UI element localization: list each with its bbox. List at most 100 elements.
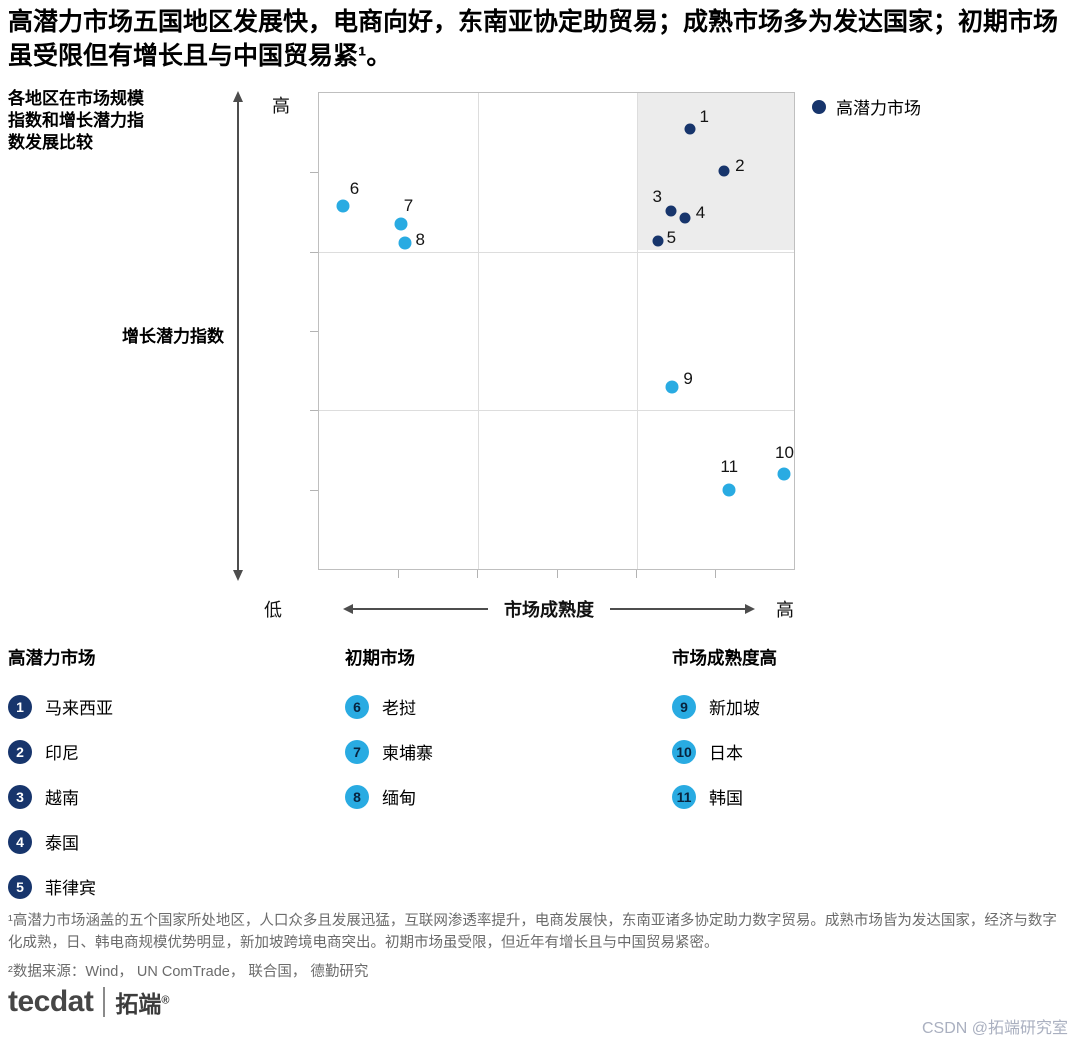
scatter-point-8 bbox=[398, 236, 411, 250]
legend-column-header: 市场成熟度高 bbox=[672, 648, 777, 668]
y-axis-tick bbox=[310, 251, 318, 253]
legend-item: 6 老挝 bbox=[345, 684, 433, 729]
scatter-point-4 bbox=[679, 212, 691, 224]
plot-area: 1 2 3 4 5 6 7 8 9 10 11 bbox=[310, 92, 795, 578]
legend-item-label: 缅甸 bbox=[382, 789, 416, 808]
legend-number-badge: 5 bbox=[8, 874, 32, 899]
legend-item: 1 马来西亚 bbox=[8, 684, 113, 729]
y-axis-title: 增长潜力指数 bbox=[122, 327, 224, 346]
chart-legend: 高潜力市场 bbox=[812, 94, 921, 119]
scatter-point-11 bbox=[722, 483, 736, 496]
scatter-point-number: 7 bbox=[403, 196, 414, 216]
legend-item-label: 新加坡 bbox=[709, 699, 760, 718]
legend-column-early-markets: 初期市场 6 老挝 7 柬埔寨 8 缅甸 bbox=[345, 645, 433, 819]
legend-number-badge: 3 bbox=[8, 784, 32, 809]
y-axis-tick bbox=[310, 410, 318, 412]
x-axis-low-label: 低 bbox=[264, 600, 282, 620]
scatter-point-9 bbox=[665, 380, 679, 394]
tecdat-logo: tecdat 拓端® bbox=[8, 985, 169, 1019]
x-axis-line-right bbox=[610, 608, 745, 610]
legend-item: 9 新加坡 bbox=[672, 684, 777, 729]
y-axis-tick bbox=[310, 489, 318, 491]
registered-mark: ® bbox=[161, 994, 170, 1007]
arrow-left-icon bbox=[343, 604, 353, 614]
x-axis-tick bbox=[714, 570, 716, 578]
logo-cn-text: 拓端® bbox=[115, 991, 170, 1017]
legend-number-badge: 4 bbox=[8, 829, 32, 854]
arrow-right-icon bbox=[745, 604, 755, 614]
scatter-point-number: 3 bbox=[652, 186, 662, 206]
legend-number-badge: 6 bbox=[345, 694, 369, 719]
scatter-point-number: 6 bbox=[349, 179, 360, 199]
legend-column-high-potential: 高潜力市场 1 马来西亚 2 印尼 3 越南 4 泰国 5 菲律宾 bbox=[8, 645, 113, 909]
footnote-2: ²数据来源：Wind， UN ComTrade， 联合国， 德勤研究 bbox=[8, 963, 369, 980]
legend-number-badge: 2 bbox=[8, 739, 32, 764]
legend-item-label: 日本 bbox=[709, 744, 743, 763]
page-title: 高潜力市场五国地区发展快，电商向好，东南亚协定助贸易；成熟市场多为发达国家；初期… bbox=[8, 8, 1059, 70]
legend-item-label: 老挝 bbox=[382, 699, 416, 718]
y-axis-tick bbox=[310, 172, 318, 174]
scatter-point-number: 8 bbox=[415, 230, 425, 250]
gridline-horizontal-1 bbox=[319, 251, 794, 253]
legend-item: 10 日本 bbox=[672, 729, 777, 774]
x-axis-tick bbox=[477, 570, 479, 578]
legend-dot-icon bbox=[812, 99, 826, 114]
legend-item-label: 印尼 bbox=[45, 744, 79, 763]
x-axis: 市场成熟度 bbox=[343, 596, 755, 622]
legend-column-mature-markets: 市场成熟度高 9 新加坡 10 日本 11 韩国 bbox=[672, 645, 777, 819]
legend-item-label: 泰国 bbox=[45, 834, 79, 853]
y-axis-arrow bbox=[233, 91, 243, 581]
chart-description: 各地区在市场规模指数和增长潜力指数发展比较 bbox=[8, 89, 144, 153]
legend-column-header: 初期市场 bbox=[345, 648, 415, 668]
scatter-point-2 bbox=[718, 165, 730, 177]
scatter-point-number: 10 bbox=[775, 443, 794, 463]
legend-item-label: 柬埔寨 bbox=[382, 744, 433, 763]
legend-label: 高潜力市场 bbox=[836, 99, 921, 118]
scatter-point-6 bbox=[336, 199, 350, 213]
gridline-vertical-1 bbox=[477, 93, 479, 569]
legend-item-label: 马来西亚 bbox=[45, 699, 113, 718]
footnote-1: ¹高潜力市场涵盖的五个国家所处地区，人口众多且发展迅猛，互联网渗透率提升，电商发… bbox=[8, 913, 1057, 952]
x-axis-line-left bbox=[353, 608, 488, 610]
high-potential-region bbox=[637, 93, 794, 251]
x-axis-tick bbox=[556, 570, 558, 578]
legend-item-label: 菲律宾 bbox=[45, 879, 96, 898]
legend-column-header: 高潜力市场 bbox=[8, 648, 96, 668]
legend-item: 8 缅甸 bbox=[345, 774, 433, 819]
gridline-vertical-2 bbox=[636, 93, 638, 569]
scatter-point-number: 1 bbox=[699, 106, 709, 126]
x-axis-tick bbox=[635, 570, 637, 578]
legend-item: 11 韩国 bbox=[672, 774, 777, 819]
y-axis-tick bbox=[310, 331, 318, 332]
legend-number-badge: 11 bbox=[672, 784, 696, 809]
scatter-point-number: 5 bbox=[666, 227, 677, 247]
logo-brand-text: tecdat bbox=[8, 985, 94, 1018]
legend-item: 3 越南 bbox=[8, 774, 113, 819]
legend-number-badge: 10 bbox=[672, 739, 696, 764]
scatter-point-number: 11 bbox=[720, 456, 739, 476]
y-axis-high-label: 高 bbox=[272, 96, 290, 116]
gridline-horizontal-2 bbox=[319, 410, 794, 412]
x-axis-title: 市场成熟度 bbox=[504, 600, 594, 620]
legend-number-badge: 8 bbox=[345, 784, 369, 809]
legend-item: 2 印尼 bbox=[8, 729, 113, 774]
scatter-point-3 bbox=[665, 205, 677, 217]
scatter-point-number: 4 bbox=[695, 202, 706, 222]
legend-number-badge: 1 bbox=[8, 694, 32, 719]
scatter-point-1 bbox=[684, 123, 695, 135]
x-axis-tick bbox=[398, 570, 400, 578]
legend-item-label: 越南 bbox=[45, 789, 79, 808]
legend-item-label: 韩国 bbox=[709, 789, 743, 808]
scatter-point-number: 9 bbox=[683, 368, 693, 388]
legend-item: 4 泰国 bbox=[8, 819, 113, 864]
scatter-point-10 bbox=[777, 467, 791, 481]
scatter-point-5 bbox=[652, 235, 664, 247]
watermark: CSDN @拓端研究室 bbox=[921, 1020, 1068, 1037]
logo-divider bbox=[103, 987, 106, 1017]
legend-item: 5 菲律宾 bbox=[8, 864, 113, 909]
x-axis-high-label: 高 bbox=[776, 600, 794, 620]
legend-item: 7 柬埔寨 bbox=[345, 729, 433, 774]
scatter-point-number: 2 bbox=[735, 155, 745, 175]
legend-number-badge: 7 bbox=[345, 739, 369, 764]
footnotes: ¹高潜力市场涵盖的五个国家所处地区，人口众多且发展迅猛，互联网渗透率提升，电商发… bbox=[8, 910, 1070, 989]
